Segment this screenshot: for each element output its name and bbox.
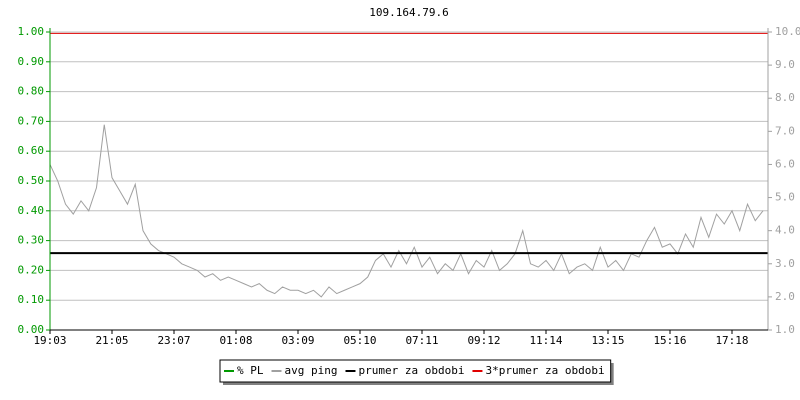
- legend: % PL avg ping prumer za obdobi 3*prumer za …: [219, 359, 614, 385]
- legend-label: % PL: [237, 364, 264, 377]
- x-tick-label: 17:18: [715, 334, 748, 347]
- x-tick-label: 05:10: [343, 334, 376, 347]
- y2-tick-label: 10.0: [775, 25, 800, 38]
- y2-tick-label: 2.0: [775, 290, 795, 303]
- x-tick-label: 19:03: [33, 334, 66, 347]
- y-tick-label: 0.60: [18, 144, 45, 157]
- legend-label: prumer za obdobi: [358, 364, 464, 377]
- x-tick-label: 15:16: [653, 334, 686, 347]
- y-tick-label: 0.10: [18, 293, 45, 306]
- y-tick-label: 0.40: [18, 204, 45, 217]
- y2-tick-label: 8.0: [775, 91, 795, 104]
- y-tick-label: 0.30: [18, 234, 45, 247]
- y-tick-label: 0.50: [18, 174, 45, 187]
- y-tick-label: 0.00: [18, 323, 45, 336]
- legend-box: [219, 359, 612, 383]
- y2-tick-label: 5.0: [775, 191, 795, 204]
- x-tick-label: 21:05: [95, 334, 128, 347]
- y2-tick-label: 9.0: [775, 58, 795, 71]
- x-tick-label: 11:14: [529, 334, 562, 347]
- y2-tick-label: 6.0: [775, 157, 795, 170]
- y2-tick-label: 4.0: [775, 224, 795, 237]
- chart-title: 109.164.79.6: [369, 6, 448, 19]
- y-tick-label: 0.90: [18, 55, 45, 68]
- y-tick-label: 0.80: [18, 85, 45, 98]
- x-tick-label: 13:15: [591, 334, 624, 347]
- y-tick-label: 1.00: [18, 25, 45, 38]
- y2-tick-label: 7.0: [775, 124, 795, 137]
- x-tick-label: 01:08: [219, 334, 252, 347]
- x-tick-label: 07:11: [405, 334, 438, 347]
- y2-tick-label: 3.0: [775, 257, 795, 270]
- x-tick-label: 03:09: [281, 334, 314, 347]
- x-tick-label: 23:07: [157, 334, 190, 347]
- legend-label: avg ping: [285, 364, 338, 377]
- y-tick-label: 0.20: [18, 263, 45, 276]
- x-tick-label: 09:12: [467, 334, 500, 347]
- y-tick-label: 0.70: [18, 114, 45, 127]
- series-line: [49, 124, 764, 298]
- y2-tick-label: 1.0: [775, 323, 795, 336]
- legend-label: 3*prumer za obdobi: [485, 364, 604, 377]
